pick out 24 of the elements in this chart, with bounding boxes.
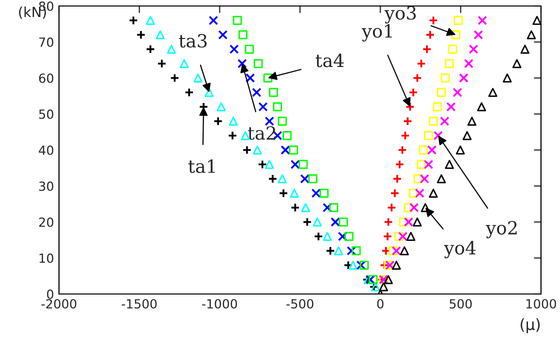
- x-tick-label: -500: [286, 299, 314, 309]
- annotation: yo4: [444, 240, 476, 258]
- y-tick-label: 70: [39, 37, 54, 47]
- annotation: yo1: [362, 24, 392, 42]
- y-tick-label: 10: [40, 253, 54, 263]
- annotation: ta2: [248, 126, 276, 140]
- x-tick-label: 500: [450, 299, 472, 309]
- annotation: yo2: [486, 220, 517, 238]
- annotation: ta1: [188, 159, 215, 174]
- y-tick-label: 40: [38, 145, 54, 155]
- y-tick-label: 30: [39, 181, 54, 191]
- annotation: yo3: [384, 6, 416, 24]
- x-tick-label: 0: [377, 299, 384, 309]
- y-tick-label: 20: [39, 217, 54, 227]
- y-tick-label: 60: [39, 73, 54, 83]
- x-tick-label: -2000: [41, 299, 76, 309]
- x-tick-label: 1000: [526, 299, 556, 309]
- annotation: ta3: [178, 34, 207, 48]
- x-tick-label: -1500: [122, 299, 157, 309]
- y-tick-label: 0: [47, 289, 54, 299]
- y-tick-label: 50: [39, 109, 54, 119]
- x-tick-label: -1000: [202, 299, 237, 309]
- x-axis-title: (μ): [520, 318, 540, 334]
- annotation: ta4: [316, 54, 344, 68]
